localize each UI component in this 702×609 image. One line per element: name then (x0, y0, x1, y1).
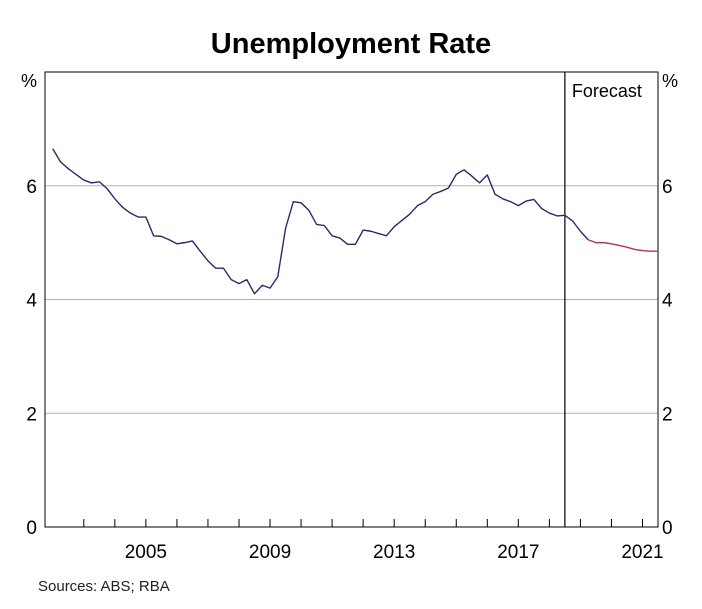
y-tick-label-left: 0 (26, 518, 37, 539)
x-tick-label: 2005 (125, 542, 167, 563)
y-tick-label-right: 0 (662, 518, 673, 539)
forecast-label: Forecast (572, 81, 642, 101)
series-line-actual (52, 148, 589, 295)
y-unit-right: % (662, 71, 678, 91)
y-tick-label-right: 2 (662, 404, 673, 425)
x-tick-label: 2009 (249, 542, 291, 563)
x-tick-label: 2021 (621, 542, 663, 563)
sources-note: Sources: ABS; RBA (38, 578, 170, 595)
y-unit-left: % (21, 71, 37, 91)
y-tick-label-left: 6 (26, 177, 37, 198)
y-tick-label-left: 2 (26, 404, 37, 425)
x-tick-label: 2017 (497, 542, 539, 563)
series-line-forecast (587, 239, 658, 252)
plot-frame (44, 71, 659, 528)
y-tick-label-right: 4 (662, 291, 673, 312)
y-tick-label-left: 4 (26, 291, 37, 312)
chart-title: Unemployment Rate (210, 28, 492, 60)
x-tick-label: 2013 (373, 542, 415, 563)
y-tick-label-right: 6 (662, 177, 673, 198)
